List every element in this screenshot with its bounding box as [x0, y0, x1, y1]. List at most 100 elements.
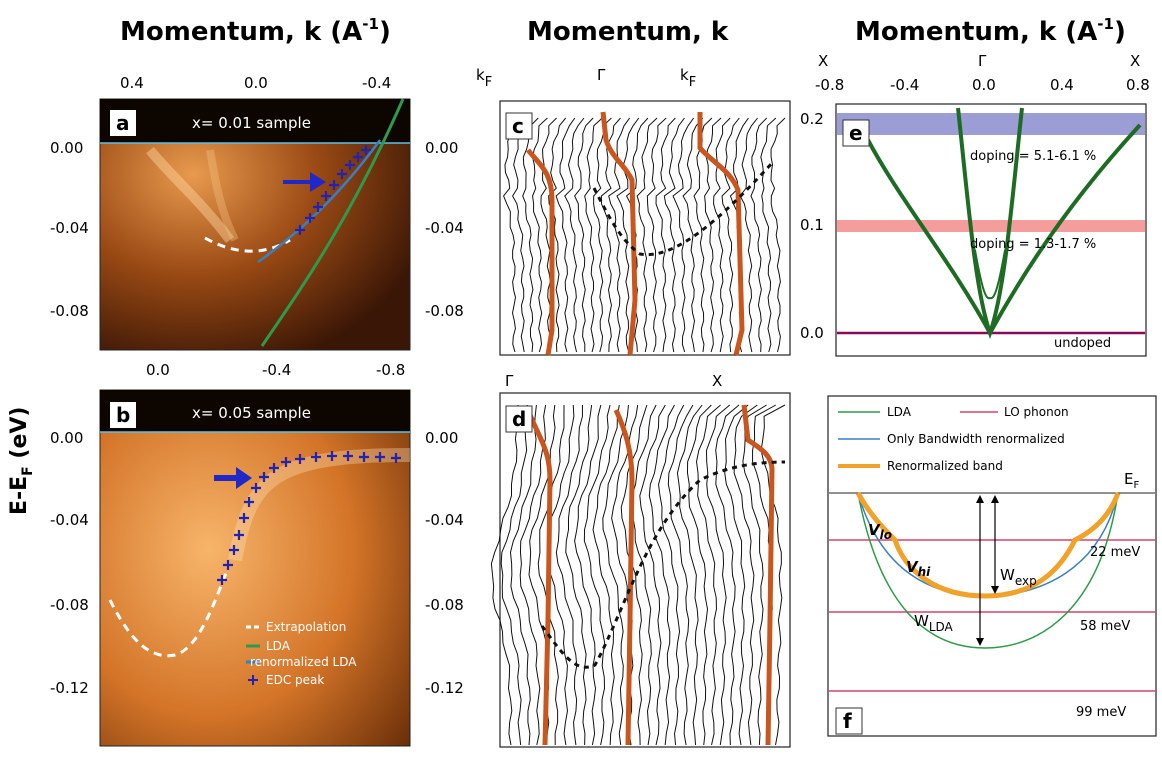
panel-b-letter: b [116, 403, 130, 427]
energy-label: 99 meV [1076, 705, 1126, 720]
edc-trace [693, 117, 713, 353]
panel-c-ytick: 0.00 [425, 139, 458, 157]
panel-b-sample-label: x= 0.05 sample [192, 404, 311, 422]
edc-trace [770, 117, 786, 353]
panel-d-ytick: -0.08 [425, 596, 464, 614]
edc-trace [600, 117, 621, 353]
panel-e-xtick: 0.0 [972, 76, 996, 94]
panel-e-xtick: 0.4 [1050, 76, 1074, 94]
panel-e-xtick: -0.4 [890, 76, 919, 94]
legend-item: renormalized LDA [250, 655, 357, 669]
edc-trace [742, 404, 767, 746]
panel-b-ytick: -0.04 [50, 511, 89, 529]
edc-trace [555, 404, 583, 746]
edc-trace [583, 404, 611, 746]
panel-e-symlabel: X [818, 52, 828, 70]
svg-text:Wexp: Wexp [1000, 566, 1037, 588]
edc-trace [724, 404, 749, 746]
panel-c-ytick: -0.04 [425, 219, 464, 237]
title-cd: Momentum, k [527, 17, 729, 47]
doping-band-high [837, 113, 1145, 135]
edc-trace [564, 117, 585, 353]
edc-trace [705, 404, 731, 746]
edc-trace [574, 117, 594, 353]
edc-trace [658, 404, 685, 746]
edc-trace [509, 404, 537, 746]
legend-item: EDC peak [266, 673, 324, 687]
panel-c: c kF Γ kF 0.00 -0.04 -0.08 [425, 66, 791, 356]
panel-e-symlabel: X [1130, 52, 1140, 70]
edc-trace [555, 117, 576, 353]
panel-f: LDA LO phonon Only Bandwidth renormalize… [827, 395, 1157, 737]
legend-item: LO phonon [1004, 405, 1069, 419]
doping-label: doping = 5.1-6.1 % [970, 149, 1096, 164]
panel-e-ytick: 0.0 [800, 324, 824, 342]
edc-trace [713, 117, 731, 353]
edc-trace [686, 404, 712, 746]
edc-trace [490, 404, 520, 746]
doping-label: doping = 1.3-1.7 % [970, 237, 1096, 252]
edc-trace [733, 404, 758, 746]
edc-trace [616, 117, 640, 353]
panel-b-xtick: 0.0 [146, 361, 170, 379]
svg-text:EF: EF [1124, 470, 1139, 491]
edc-trace [512, 117, 530, 353]
svg-text:kF: kF [680, 66, 696, 90]
edc-trace [639, 404, 666, 746]
svg-text:E-EF (eV): E-EF (eV) [7, 407, 36, 515]
legend-item: LDA [266, 639, 291, 653]
panel-a-sample-label: x= 0.01 sample [192, 114, 311, 132]
panel-a-ytick: -0.04 [50, 219, 89, 237]
edc-trace [629, 404, 657, 746]
panel-d-ytick: -0.04 [425, 511, 464, 529]
svg-text:WLDA: WLDA [914, 612, 954, 634]
panel-b-xtick: -0.8 [376, 361, 405, 379]
panel-b-legend: Extrapolation LDA renormalized LDA EDC p… [246, 620, 357, 687]
legend-item: LDA [887, 405, 912, 419]
panel-b-header [100, 390, 410, 432]
panel-a: a x= 0.01 sample 0.4 0.0 -0.4 0.00 -0.04… [50, 74, 411, 379]
svg-text:kF: kF [476, 66, 492, 90]
edc-trace [655, 117, 676, 353]
svg-text:Vlo: Vlo [868, 521, 892, 542]
energy-label: 58 meV [1080, 619, 1130, 634]
panel-d-ytick: 0.00 [425, 429, 458, 447]
panel-a-ytick: -0.08 [50, 302, 89, 320]
legend-item: Renormalized band [887, 459, 1003, 473]
edc-trace [574, 404, 602, 746]
panel-e-xtick: 0.8 [1126, 76, 1150, 94]
panel-b-image [99, 389, 411, 747]
panel-a-xtick: 0.4 [120, 74, 144, 92]
edc-trace [503, 117, 521, 353]
panel-c-letter: c [512, 114, 524, 138]
edc-trace [584, 117, 603, 353]
edc-trace [548, 117, 567, 353]
energy-label: 22 meV [1090, 545, 1140, 560]
panel-b: b x= 0.05 sample 0.00 -0.04 -0.08 -0.12 … [50, 389, 411, 747]
panel-f-letter: f [843, 709, 852, 733]
y-axis-label: E-EF (eV) [7, 407, 36, 515]
edc-trace [500, 404, 528, 746]
edc-trace [663, 117, 685, 353]
edc-trace [696, 404, 721, 746]
doping-band-low [837, 220, 1145, 232]
panel-a-header [100, 99, 410, 143]
panel-a-xtick: -0.4 [362, 74, 391, 92]
edc-trace [522, 117, 539, 353]
panel-b-xtick: -0.4 [262, 361, 291, 379]
legend-item: Only Bandwidth renormalized [887, 432, 1065, 446]
panel-d-letter: d [512, 407, 526, 431]
panel-c-gamma-label: Γ [597, 66, 606, 84]
panel-a-ytick: 0.00 [50, 139, 83, 157]
panel-e-ytick: 0.2 [800, 110, 824, 128]
panel-e-symlabel: Γ [978, 52, 987, 70]
panel-a-letter: a [116, 111, 130, 135]
svg-text:Vhi: Vhi [906, 558, 931, 579]
edc-trace [682, 117, 704, 353]
panel-a-xtick: 0.0 [244, 74, 268, 92]
panel-e-ytick: 0.1 [800, 216, 824, 234]
edc-trace [676, 404, 703, 746]
edc-trace [519, 404, 547, 746]
panel-d-x-label: X [712, 372, 722, 390]
edc-trace [750, 117, 768, 353]
